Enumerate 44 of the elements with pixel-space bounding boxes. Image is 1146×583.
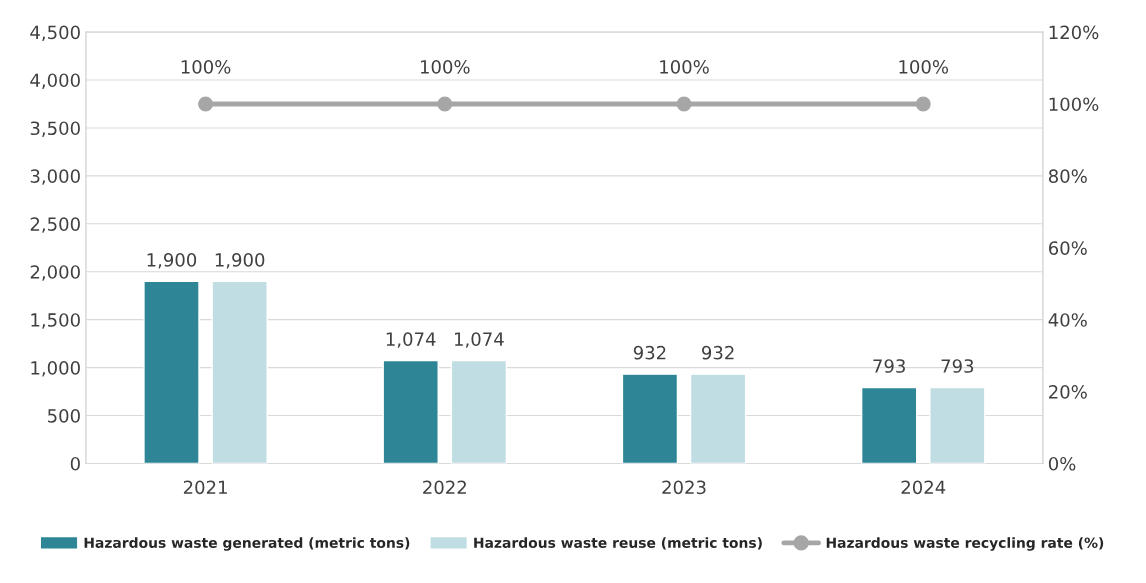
y2-tick-label: 80% bbox=[1048, 169, 1087, 183]
data-label: 1,900 bbox=[147, 253, 197, 269]
bar bbox=[211, 280, 268, 464]
legend-label: Hazardous waste reuse (metric tons) bbox=[474, 537, 762, 550]
data-label: 932 bbox=[633, 345, 666, 360]
data-label: 1,074 bbox=[386, 332, 436, 348]
y2-tick-label: 100% bbox=[1049, 97, 1099, 112]
y-tick-label: 2,000 bbox=[30, 265, 80, 281]
y2-tick-label: 120% bbox=[1049, 25, 1099, 40]
y-tick-label: 2,500 bbox=[30, 217, 80, 233]
y-tick-label: 3,000 bbox=[30, 169, 80, 185]
y2-tick-label: 60% bbox=[1048, 241, 1087, 255]
y-tick-label: 500 bbox=[48, 409, 80, 423]
y2-tick-label: 20% bbox=[1049, 385, 1087, 399]
bar bbox=[689, 373, 747, 464]
data-label: 1,900 bbox=[215, 253, 265, 269]
y-tick-label: 3,500 bbox=[30, 121, 80, 137]
data-label: 1,074 bbox=[455, 332, 504, 348]
y-tick-label: 1,500 bbox=[31, 313, 80, 329]
bar bbox=[621, 373, 679, 464]
data-label: 793 bbox=[873, 359, 905, 373]
y2-tick-label: 40% bbox=[1048, 313, 1087, 327]
y-tick-label: 4,000 bbox=[30, 73, 80, 89]
y-tick-label: 4,500 bbox=[30, 25, 80, 42]
y-tick-label: 1,000 bbox=[31, 361, 80, 377]
bar bbox=[382, 359, 439, 464]
data-label: 100% bbox=[181, 60, 231, 74]
y-tick-label: 0 bbox=[70, 456, 80, 471]
data-label: 100% bbox=[899, 60, 949, 74]
x-tick-label: 2023 bbox=[662, 480, 706, 495]
x-tick-label: 2021 bbox=[183, 480, 227, 495]
bar bbox=[929, 386, 986, 464]
data-label: 793 bbox=[941, 359, 974, 373]
x-tick-label: 2024 bbox=[901, 480, 946, 495]
bar bbox=[450, 359, 508, 464]
x-tick-label: 2022 bbox=[423, 480, 466, 495]
legend-label: Hazardous waste recycling rate (%) bbox=[826, 537, 1104, 551]
data-label: 932 bbox=[702, 345, 734, 360]
bar bbox=[143, 280, 200, 464]
bar bbox=[860, 386, 918, 464]
data-label: 100% bbox=[420, 60, 470, 74]
y2-tick-label: 0% bbox=[1048, 456, 1076, 471]
data-label: 100% bbox=[660, 60, 709, 74]
legend-label: Hazardous waste generated (metric tons) bbox=[84, 537, 410, 551]
